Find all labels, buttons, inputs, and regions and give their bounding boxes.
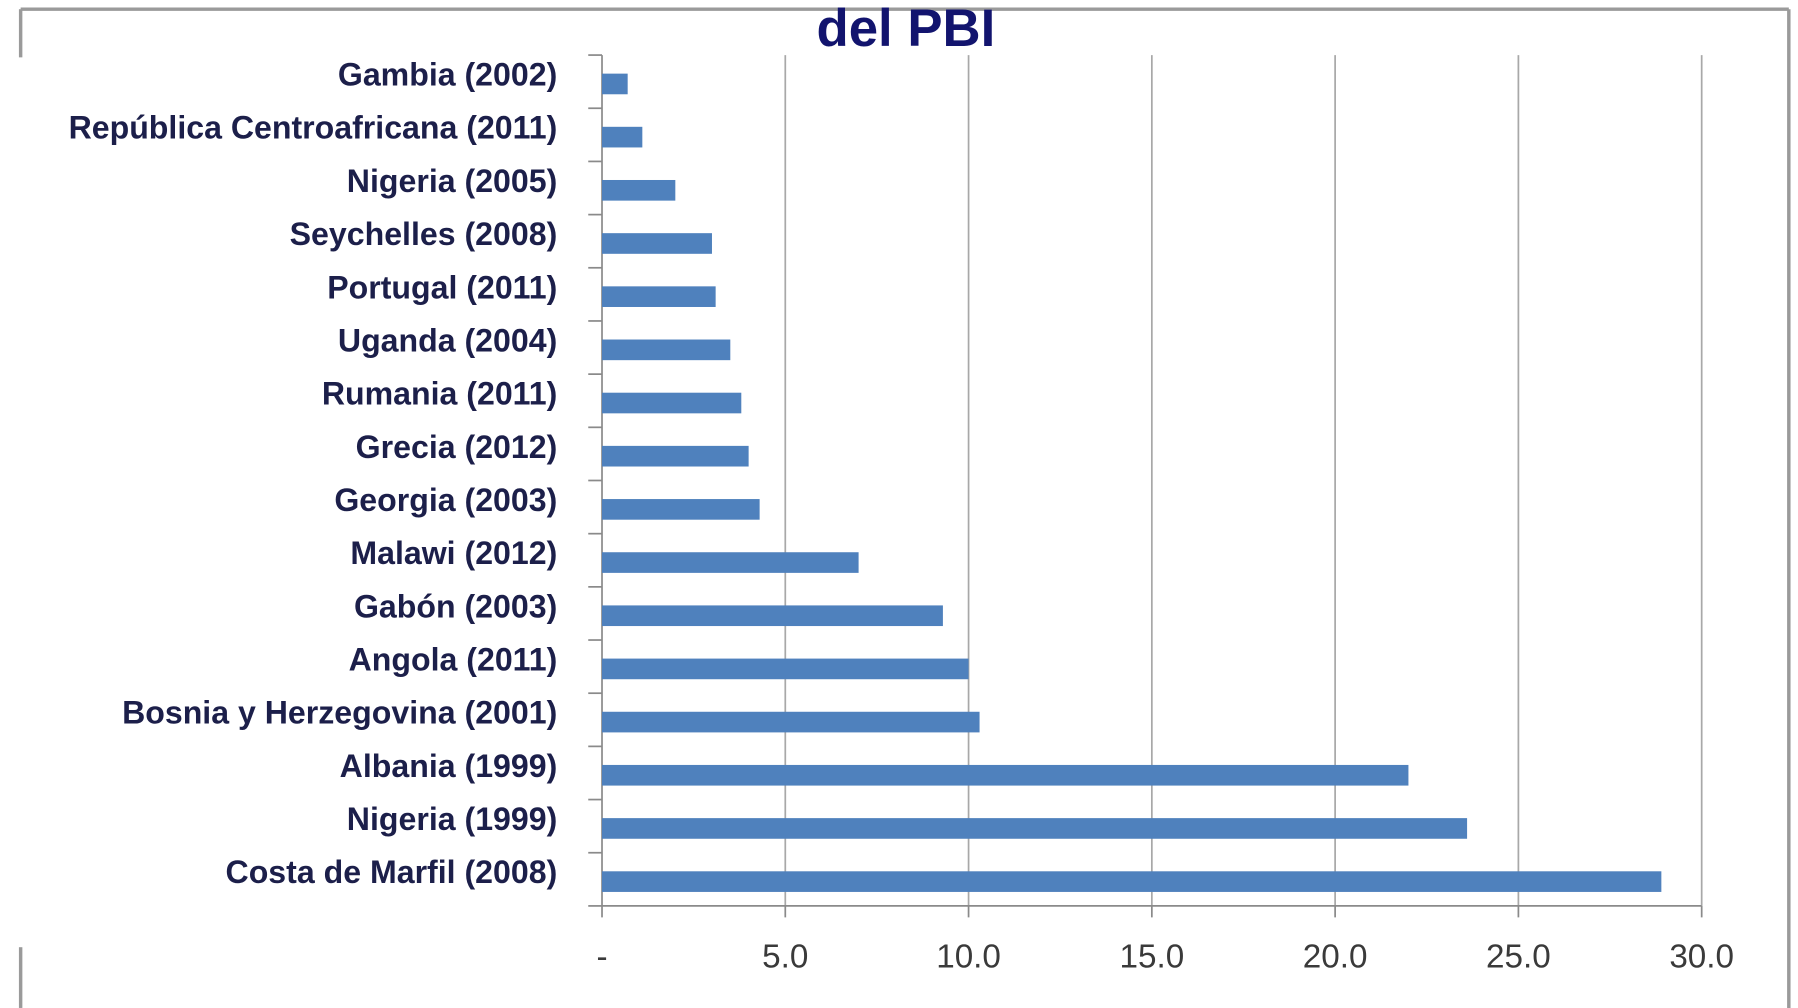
y-tick-label: Nigeria (2005) xyxy=(347,163,558,199)
y-tick-label: Seychelles (2008) xyxy=(290,216,558,252)
bar xyxy=(602,233,712,254)
chart-title: del PBI xyxy=(816,0,995,58)
y-tick-label: Gabón (2003) xyxy=(354,588,557,624)
bar xyxy=(602,818,1468,839)
bar xyxy=(602,73,628,95)
bar xyxy=(602,764,1409,786)
x-tick-label: - xyxy=(596,938,607,975)
bar xyxy=(602,339,731,361)
bar xyxy=(602,179,676,201)
x-tick-label: 15.0 xyxy=(1119,938,1184,975)
x-tick-label: 20.0 xyxy=(1303,938,1368,975)
y-tick-label: Bosnia y Herzegovina (2001) xyxy=(122,695,557,731)
y-tick-label: Georgia (2003) xyxy=(334,482,557,518)
y-tick-label: Nigeria (1999) xyxy=(347,801,558,837)
x-tick-label: 25.0 xyxy=(1486,938,1551,975)
bar xyxy=(602,711,980,733)
y-tick-label: Albania (1999) xyxy=(340,748,558,784)
y-tick-label: Gambia (2002) xyxy=(338,57,557,93)
frame xyxy=(18,7,1791,1008)
bar xyxy=(602,871,1662,892)
bar xyxy=(602,605,943,627)
y-tick-label: Portugal (2011) xyxy=(327,269,557,305)
y-tick-label: Uganda (2004) xyxy=(338,322,557,358)
bar xyxy=(602,286,716,307)
bar xyxy=(602,126,643,148)
y-tick-label: República Centroafricana (2011) xyxy=(69,110,558,146)
x-tick-label: 30.0 xyxy=(1669,938,1734,975)
x-tick-label: 10.0 xyxy=(936,938,1001,975)
y-tick-label: Malawi (2012) xyxy=(350,535,557,571)
bar xyxy=(602,499,760,520)
bar xyxy=(602,445,749,467)
bar xyxy=(602,552,859,573)
y-tick-label: Angola (2011) xyxy=(349,642,558,678)
y-tick-label: Costa de Marfil (2008) xyxy=(226,854,558,890)
y-tick-label: Grecia (2012) xyxy=(356,429,558,465)
bar xyxy=(602,392,742,414)
x-tick-label: 5.0 xyxy=(762,938,808,975)
y-tick-label: Rumania (2011) xyxy=(322,376,557,412)
bar xyxy=(602,658,969,680)
